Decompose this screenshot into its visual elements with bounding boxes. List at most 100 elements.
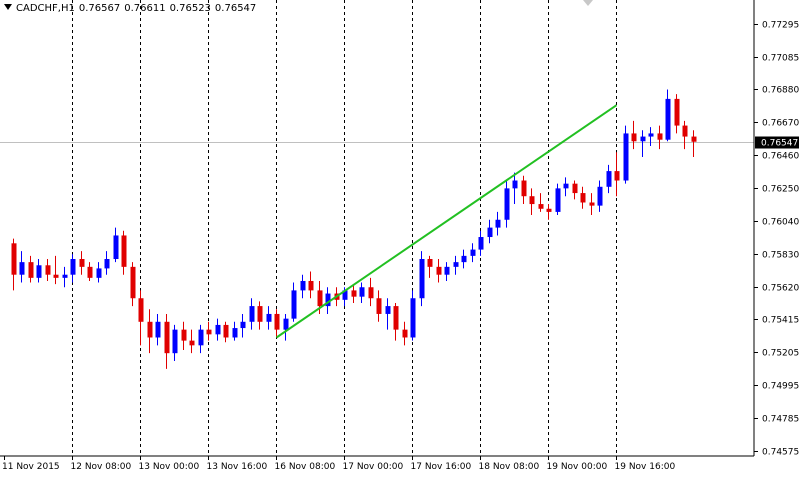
candle-body [130,266,136,299]
candle-body [410,298,416,338]
candle-body [427,259,433,267]
close-value: 0.76547 [214,3,257,14]
candle-body [640,136,646,142]
candle-body [198,329,204,346]
time-tick-label: 16 Nov 08:00 [275,462,336,472]
candle-body [155,321,161,338]
candle-body [436,266,442,275]
candle-body [368,287,374,299]
price-tick-label: 0.74575 [762,448,799,458]
candle-body [138,298,144,322]
candle-body [249,306,255,322]
price-tick-label: 0.77085 [762,54,799,64]
candle-body [45,265,51,275]
candle-body [189,340,195,346]
time-tick-label: 19 Nov 16:00 [615,462,676,472]
candle-body [555,188,561,212]
candle-body [274,313,280,330]
candle-body [79,259,85,267]
candle-body [223,324,229,338]
current-price-label: 0.76547 [761,139,798,149]
candle-body [70,259,76,275]
candle-body [181,329,187,341]
candle-body [512,180,518,189]
candle-body [376,298,382,314]
candle-body [232,328,238,338]
candle-body [351,290,357,297]
candle-body [657,133,663,140]
time-tick-label: 13 Nov 00:00 [139,462,200,472]
candle-body [257,306,263,322]
candle-body [682,125,688,137]
candle-body [631,133,637,142]
candle-body [164,321,170,354]
candle-body [104,259,110,269]
candle-body [546,208,552,212]
time-tick-label: 18 Nov 08:00 [479,462,540,472]
candle-body [308,280,314,291]
candle-body [96,268,102,278]
trend-layer [275,104,618,339]
candle-layer [11,89,697,369]
time-tick-label: 13 Nov 16:00 [207,462,268,472]
price-tick-label: 0.75205 [762,349,799,359]
open-value: 0.76567 [78,3,121,14]
candle-body [495,219,501,228]
time-tick-label: 12 Nov 08:00 [71,462,132,472]
time-tick-label: 19 Nov 00:00 [547,462,608,472]
candle-body [504,188,510,220]
price-tick-label: 0.77295 [762,21,799,31]
candle-body [470,249,476,256]
candle-body [487,227,493,238]
candle-body [19,262,25,275]
candle-body [28,262,34,278]
candle-body [580,193,586,203]
candle-body [402,329,408,338]
candle-body [623,133,629,181]
candle-body [478,237,484,250]
candle-body [648,133,654,137]
time-tick-label: 17 Nov 00:00 [343,462,404,472]
price-tick-label: 0.74995 [762,382,799,392]
candle-body [342,290,348,300]
chart-header: CADCHF,H1 0.76567 0.76611 0.76523 0.76547 [4,3,260,14]
candle-body [461,255,467,263]
candle-body [674,98,680,126]
candle-body [325,293,331,307]
candle-body [563,183,569,189]
price-tick-label: 0.76670 [762,119,799,129]
candle-body [291,290,297,319]
candle-body [606,171,612,187]
candle-body [589,202,595,206]
time-tick-label: 17 Nov 16:00 [411,462,472,472]
candle-body [614,171,620,181]
candle-body [597,186,603,206]
price-tick-label: 0.76880 [762,86,799,96]
candle-body [529,196,535,205]
candle-body [215,324,221,335]
candle-body [283,318,289,330]
symbol-label: CADCHF,H1 [16,3,75,14]
candle-body [266,313,272,322]
candle-body [444,266,450,275]
dropdown-triangle-icon[interactable] [4,4,12,10]
candle-body [521,180,527,197]
candle-body [691,136,697,142]
candle-body [147,321,153,338]
candle-body [317,290,323,307]
candle-body [240,321,246,329]
low-value: 0.76523 [169,3,211,14]
candle-body [385,306,391,314]
candle-body [359,287,365,297]
high-value: 0.76611 [124,3,166,14]
candle-body [172,329,178,354]
price-tick-label: 0.75415 [762,316,799,326]
candle-body [453,262,459,267]
candle-body [538,204,544,209]
time-tick-label: 11 Nov 2015 [2,462,60,472]
candle-body [11,243,17,275]
candle-body [53,274,59,278]
